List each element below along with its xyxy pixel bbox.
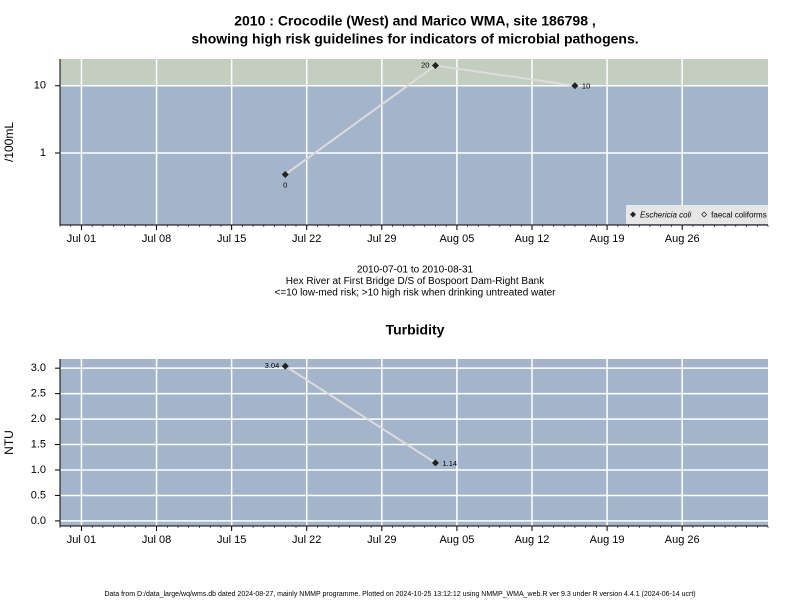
y-tick-label: 3.0 (31, 362, 46, 374)
y-tick-label: 2.5 (31, 388, 46, 400)
legend-box (626, 205, 768, 224)
plot-area (60, 359, 768, 526)
legend-marker (701, 211, 708, 218)
x-tick-label: Aug 05 (439, 233, 474, 245)
note: 2010-07-01 to 2010-08-31 (357, 265, 474, 276)
value-label: 1.14 (442, 459, 457, 468)
note: Hex River at First Bridge D/S of Bospoor… (286, 276, 545, 287)
y-axis-label: NTU (2, 430, 16, 455)
value-label: 0 (283, 180, 287, 189)
y-tick-label: 0.0 (31, 515, 46, 527)
y-axis-label: /100mL (2, 122, 16, 162)
y-tick-label: 0.5 (31, 489, 46, 501)
x-tick-label: Jul 01 (67, 534, 96, 546)
chart-title: 2010 : Crocodile (West) and Marico WMA, … (234, 13, 596, 29)
footer: Data from D:/data_large/wq/wms.db dated … (104, 591, 695, 598)
x-tick-label: Jul 22 (292, 534, 321, 546)
value-label: 10 (582, 82, 590, 91)
data-point (281, 362, 289, 370)
x-tick-label: Jul 08 (142, 534, 171, 546)
y-tick-label: 1.0 (31, 464, 46, 476)
value-label: 20 (421, 61, 429, 70)
legend-label: faecal coliforms (711, 211, 767, 220)
x-tick-label: Aug 12 (515, 233, 550, 245)
data-point (431, 62, 439, 70)
y-tick-label: 1 (40, 147, 46, 159)
x-tick-label: Jul 08 (142, 233, 171, 245)
x-tick-label: Aug 26 (665, 534, 700, 546)
x-tick-label: Jul 29 (367, 534, 396, 546)
x-tick-label: Aug 19 (590, 233, 625, 245)
chart-title: Turbidity (386, 322, 445, 338)
data-point (571, 82, 579, 90)
x-tick-label: Jul 15 (217, 233, 246, 245)
x-tick-label: Jul 01 (67, 233, 96, 245)
note: <=10 low-med risk; >10 high risk when dr… (275, 288, 557, 299)
legend-label: Eschericia coli (640, 211, 691, 220)
x-tick-label: Aug 05 (439, 534, 474, 546)
y-tick-label: 2.0 (31, 413, 46, 425)
data-point (281, 170, 289, 178)
data-point (431, 459, 439, 467)
x-tick-label: Aug 12 (515, 534, 550, 546)
x-tick-label: Jul 29 (367, 233, 396, 245)
x-tick-label: Jul 15 (217, 534, 246, 546)
y-tick-label: 1.5 (31, 438, 46, 450)
value-label: 3.04 (265, 361, 280, 370)
legend-marker (630, 211, 636, 218)
y-tick-label: 10 (34, 80, 46, 92)
series-line (284, 365, 436, 464)
x-tick-label: Aug 19 (590, 534, 625, 546)
x-tick-label: Aug 26 (665, 233, 700, 245)
x-tick-label: Jul 22 (292, 233, 321, 245)
plot-area (60, 59, 768, 225)
chart-title: showing high risk guidelines for indicat… (191, 31, 638, 47)
